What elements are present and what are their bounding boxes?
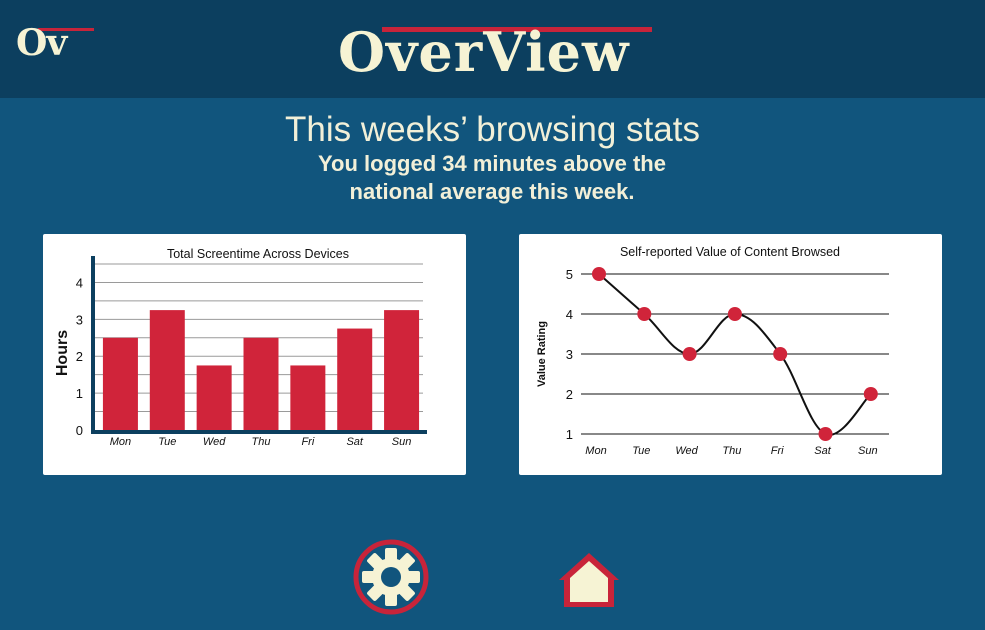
bar-y-tick: 1	[76, 386, 83, 401]
bar-fri	[290, 365, 326, 430]
content-value-line-chart: Self-reported Value of Content Browsed V…	[536, 245, 889, 457]
screentime-chart-card: Total Screentime Across Devices Hours 0 1…	[43, 234, 466, 475]
bar-x-tick: Tue	[158, 436, 176, 448]
bar-chart-y-axis	[91, 256, 95, 434]
bar-x-tick: Mon	[110, 436, 131, 448]
point-tue	[637, 307, 652, 321]
bar-thu	[243, 337, 279, 430]
bar-chart-ylabel: Hours	[54, 330, 71, 376]
point-sun	[863, 387, 878, 401]
line-y-tick: 5	[566, 267, 573, 282]
line-y-tick: 1	[566, 427, 573, 442]
logo-main-bar	[382, 27, 652, 32]
home-icon	[559, 553, 619, 607]
line-x-tick: Fri	[771, 445, 784, 457]
page-title: This weeks’ browsing stats	[285, 110, 700, 149]
bar-x-tick: Fri	[301, 436, 314, 448]
home-button[interactable]	[556, 550, 622, 610]
bar-tue	[149, 310, 185, 430]
point-wed	[682, 347, 697, 361]
point-sat	[818, 427, 833, 441]
bar-sat	[337, 328, 373, 430]
line-x-tick: Mon	[585, 445, 606, 457]
bar-x-tick: Thu	[252, 436, 271, 448]
gear-icon	[353, 539, 429, 615]
bar-x-tick: Wed	[203, 436, 226, 448]
bar-y-tick: 2	[76, 349, 83, 364]
bar-x-tick: Sat	[346, 436, 363, 448]
bar-y-tick: 4	[76, 275, 83, 290]
line-x-tick: Thu	[722, 445, 741, 457]
bar-x-tick: Sun	[392, 436, 412, 448]
line-chart-title: Self-reported Value of Content Browsed	[620, 245, 840, 259]
line-y-tick: 4	[566, 307, 573, 322]
line-y-tick: 2	[566, 387, 573, 402]
line-y-tick: 3	[566, 347, 573, 362]
bar-mon	[102, 337, 138, 430]
bar-y-tick: 0	[76, 423, 83, 438]
summary-text: You logged 34 minutes above the national…	[318, 151, 666, 204]
app-header: Ov OverView	[0, 0, 985, 98]
logo-small[interactable]: Ov	[16, 18, 94, 64]
bar-y-tick: 3	[76, 312, 83, 327]
line-x-tick: Tue	[632, 445, 650, 457]
line-x-tick: Wed	[675, 445, 698, 457]
content-value-chart-card: Self-reported Value of Content Browsed V…	[519, 234, 942, 475]
app-logo: OverView	[338, 20, 658, 84]
line-chart-ylabel: Value Rating	[536, 321, 548, 387]
screentime-bar-chart: Total Screentime Across Devices Hours 0 1…	[54, 247, 427, 448]
bar-sun	[384, 310, 420, 430]
settings-button[interactable]	[352, 538, 430, 616]
point-mon	[592, 267, 606, 281]
logo-small-bar	[38, 28, 94, 31]
bar-wed	[196, 365, 232, 430]
bar-chart-x-axis	[91, 430, 427, 434]
logo-small-text: Ov	[16, 22, 67, 64]
logo-main-text: OverView	[338, 20, 630, 84]
point-thu	[727, 307, 742, 321]
line-x-tick: Sun	[858, 445, 878, 457]
bar-chart-title: Total Screentime Across Devices	[167, 247, 349, 261]
point-fri	[773, 347, 788, 361]
line-x-tick: Sat	[814, 445, 831, 457]
